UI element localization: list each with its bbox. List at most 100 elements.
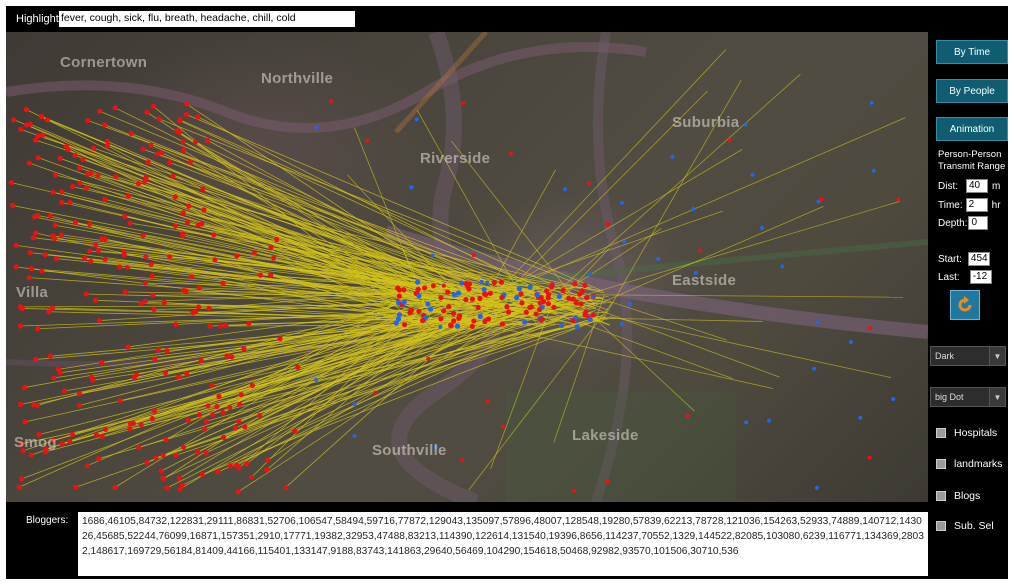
landmarks-checkbox[interactable]: landmarks <box>936 458 1002 470</box>
sick-blogger-dot <box>251 250 257 256</box>
sick-blogger-dot <box>59 199 65 206</box>
blogger-dot <box>534 292 540 298</box>
sick-blogger-dot <box>264 457 271 463</box>
dot-size-select[interactable]: big Dot ▼ <box>930 387 1006 407</box>
blogger-dot <box>477 313 483 319</box>
sick-blogger-dot <box>148 261 154 267</box>
by-people-button[interactable]: By People <box>936 79 1008 103</box>
checkbox-box[interactable] <box>936 491 946 501</box>
sub-sel-checkbox[interactable]: Sub. Sel <box>936 520 994 532</box>
checkbox-box[interactable] <box>936 459 946 469</box>
transmit-line <box>499 90 708 299</box>
sick-blogger-dot <box>214 403 220 410</box>
transmit-line <box>402 248 432 309</box>
start-input[interactable]: 454 <box>967 252 990 266</box>
animation-button[interactable]: Animation <box>936 117 1008 141</box>
transmit-line <box>433 314 763 322</box>
checkbox-box[interactable] <box>936 521 946 531</box>
sick-blogger-dot <box>49 305 56 311</box>
blogger-dot <box>373 390 378 395</box>
blogger-dot <box>566 295 572 301</box>
blogger-dot <box>438 316 444 322</box>
sick-blogger-dot <box>125 344 131 350</box>
sick-blogger-dot <box>131 374 138 380</box>
blogger-dot <box>619 200 624 205</box>
blogger-dot <box>487 290 493 296</box>
blogger-dot <box>579 288 585 294</box>
last-input[interactable]: -12 <box>969 270 992 284</box>
blogger-dot <box>590 312 596 318</box>
sick-blogger-dot <box>164 348 170 354</box>
sick-blogger-dot <box>206 305 212 311</box>
place-label: Villa <box>16 284 49 301</box>
sick-blogger-dot <box>150 292 156 298</box>
transmit-line <box>198 224 538 288</box>
map-view[interactable]: Cornertown Northville Suburbia Riverside… <box>6 32 928 502</box>
refresh-button[interactable] <box>950 290 980 320</box>
sick-blogger-dot <box>112 105 118 111</box>
sick-blogger-dot <box>195 222 201 228</box>
sick-blogger-dot <box>142 280 148 286</box>
blogger-dot <box>451 292 457 298</box>
sick-blogger-dot <box>117 264 123 270</box>
dist-input[interactable]: 40 <box>966 179 988 193</box>
blogger-dot <box>415 279 421 285</box>
theme-select[interactable]: Dark ▼ <box>930 346 1006 366</box>
sick-blogger-dot <box>138 422 144 428</box>
sick-blogger-dot <box>151 408 158 414</box>
blogger-dot <box>504 304 510 310</box>
sick-blogger-dot <box>203 450 209 456</box>
by-time-button[interactable]: By Time <box>936 40 1008 64</box>
sick-blogger-dot <box>135 181 142 187</box>
blogger-dot <box>433 445 438 450</box>
sick-blogger-dot <box>18 401 24 407</box>
sick-blogger-dot <box>43 446 49 452</box>
checkbox-box[interactable] <box>936 428 946 438</box>
sick-blogger-dot <box>88 258 94 264</box>
blogger-dot <box>393 320 399 326</box>
blogger-dot <box>891 396 896 401</box>
transmit-line <box>223 323 589 438</box>
blogger-dot <box>556 293 562 300</box>
transmit-line <box>568 298 780 378</box>
sick-blogger-dot <box>104 138 110 144</box>
highlight-input[interactable]: fever, cough, sick, flu, breath, headach… <box>59 11 355 27</box>
hospitals-checkbox[interactable]: Hospitals <box>936 427 997 439</box>
sick-blogger-dot <box>196 411 203 418</box>
map-canvas[interactable] <box>6 32 928 502</box>
blogger-dot <box>471 253 476 258</box>
sick-blogger-dot <box>176 374 182 380</box>
depth-input[interactable]: 0 <box>968 216 989 230</box>
blogger-dot <box>545 301 552 307</box>
sick-blogger-dot <box>142 298 148 304</box>
sick-blogger-dot <box>180 147 186 153</box>
transmit-line <box>186 114 601 291</box>
transmit-line <box>22 308 415 319</box>
park <box>506 392 736 502</box>
sick-blogger-dot <box>152 356 158 362</box>
sick-blogger-dot <box>185 417 191 423</box>
blogs-checkbox[interactable]: Blogs <box>936 490 980 502</box>
blogger-dot <box>328 99 333 104</box>
blogger-dot <box>871 168 876 173</box>
blogger-dot <box>685 413 690 418</box>
blogger-dot <box>401 287 407 293</box>
transmit-line <box>270 247 585 290</box>
time-input[interactable]: 2 <box>965 198 988 212</box>
sick-blogger-dot <box>52 235 58 242</box>
sick-blogger-dot <box>42 252 48 258</box>
transmit-line <box>45 307 596 453</box>
blogger-dot <box>584 295 590 301</box>
bloggers-list[interactable]: 1686,46105,84732,122831,29111,86831,5270… <box>78 512 928 576</box>
sick-blogger-dot <box>271 255 277 261</box>
blogger-dot <box>469 323 475 329</box>
transmit-line <box>93 147 599 320</box>
transmit-line <box>609 316 892 379</box>
blogger-dot <box>744 420 749 425</box>
transmit-line <box>30 123 464 308</box>
transmit-line <box>107 145 414 307</box>
transmit-line <box>20 303 582 308</box>
sick-blogger-dot <box>50 437 56 443</box>
start-row: Start: 454 <box>938 252 990 266</box>
sick-blogger-dot <box>202 426 208 432</box>
